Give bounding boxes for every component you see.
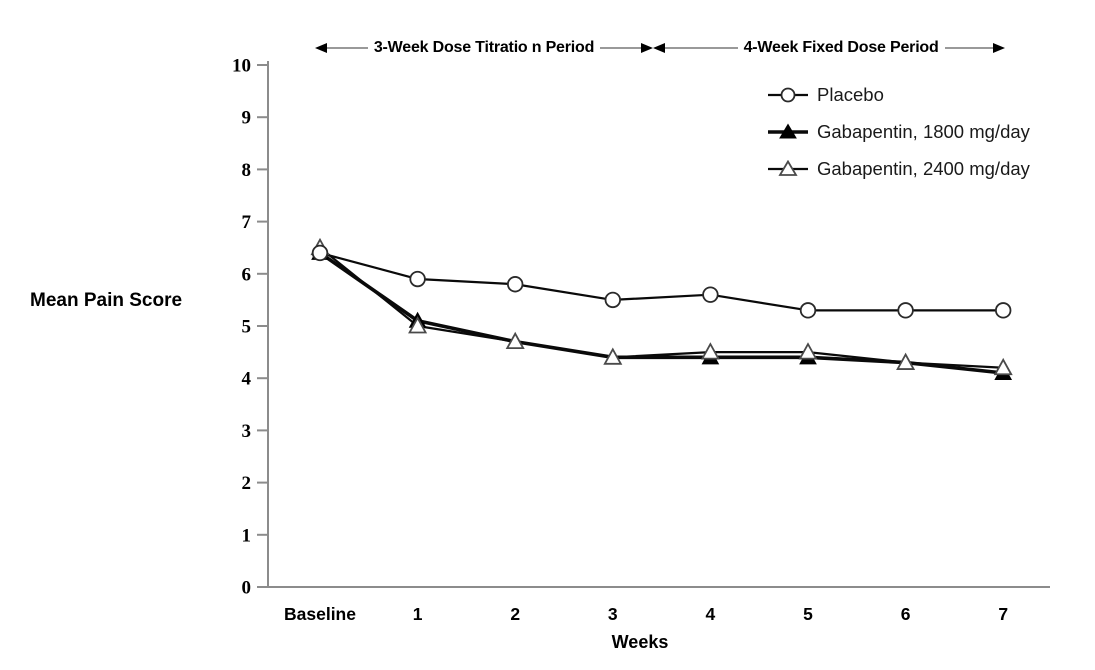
legend-label: Gabapentin, 1800 mg/day — [817, 121, 1030, 142]
legend-sample-open-circle-icon — [768, 87, 808, 103]
legend-label: Placebo — [817, 84, 884, 105]
x-tick-label: 3 — [608, 604, 618, 624]
y-axis-title: Mean Pain Score — [30, 290, 183, 311]
x-tick-label: 6 — [901, 604, 911, 624]
arrow-left-icon — [653, 43, 665, 53]
y-tick-label: 7 — [242, 212, 252, 233]
y-tick-label: 3 — [242, 421, 252, 442]
y-tick-label: 9 — [242, 108, 252, 129]
annotation-line — [665, 47, 738, 49]
arrow-right-icon — [641, 43, 653, 53]
y-tick-label: 6 — [242, 264, 252, 285]
marker-open-circle — [409, 270, 426, 288]
x-tick-label: 5 — [803, 604, 813, 624]
x-tick-label: 2 — [510, 604, 520, 624]
arrow-left-icon — [315, 43, 327, 53]
marker-open-triangle — [603, 347, 623, 365]
marker-open-circle — [995, 302, 1012, 319]
annotation-line — [600, 47, 641, 49]
legend-sample-open-triangle-icon — [768, 160, 808, 176]
marker-open-circle — [799, 302, 817, 319]
fixed-dose-period-label: 4-Week Fixed Dose Period — [743, 39, 939, 56]
y-tick-label: 1 — [242, 525, 252, 546]
legend: Placebo Gabapentin, 1800 mg/day Gabapent… — [766, 84, 1030, 197]
y-tick-label: 0 — [242, 578, 252, 599]
marker-open-triangle — [505, 331, 525, 350]
marker-open-triangle — [700, 342, 720, 360]
marker-open-triangle — [798, 342, 818, 360]
marker-open-triangle — [408, 316, 428, 334]
legend-label: Gabapentin, 2400 mg/day — [817, 158, 1030, 179]
marker-open-circle — [604, 291, 622, 309]
x-tick-label: 4 — [706, 604, 716, 624]
legend-item-gabapentin-2400: Gabapentin, 2400 mg/day — [766, 158, 1030, 179]
legend-item-placebo: Placebo — [766, 84, 1030, 105]
marker-open-circle — [507, 276, 524, 293]
series-line-open-circle — [319, 251, 1004, 312]
annotation-line — [327, 47, 368, 49]
x-tick-label: Baseline — [284, 604, 356, 624]
y-tick-label: 10 — [232, 56, 251, 77]
x-axis-title: Weeks — [611, 632, 669, 652]
arrow-right-icon — [993, 43, 1005, 53]
y-tick-label: 2 — [242, 473, 252, 494]
y-tick-label: 4 — [242, 369, 252, 390]
marker-open-triangle — [993, 357, 1013, 376]
marker-open-circle — [311, 244, 329, 262]
legend-item-gabapentin-1800: Gabapentin, 1800 mg/day — [766, 121, 1030, 142]
x-tick-label: 1 — [413, 604, 423, 624]
titration-period-annotation: 3-Week Dose Titratio n Period — [315, 38, 653, 58]
y-tick-label: 8 — [242, 160, 252, 181]
x-tick-label: 7 — [998, 604, 1008, 624]
series-line-open-triangle — [319, 246, 1004, 369]
marker-open-circle — [897, 302, 914, 319]
annotation-line — [944, 47, 993, 49]
marker-open-triangle — [896, 352, 916, 370]
titration-period-label: 3-Week Dose Titratio n Period — [373, 39, 595, 56]
legend-sample-filled-triangle-icon — [768, 123, 808, 139]
y-tick-label: 5 — [242, 317, 252, 338]
marker-open-circle — [702, 286, 719, 303]
fixed-dose-period-annotation: 4-Week Fixed Dose Period — [653, 38, 1005, 58]
